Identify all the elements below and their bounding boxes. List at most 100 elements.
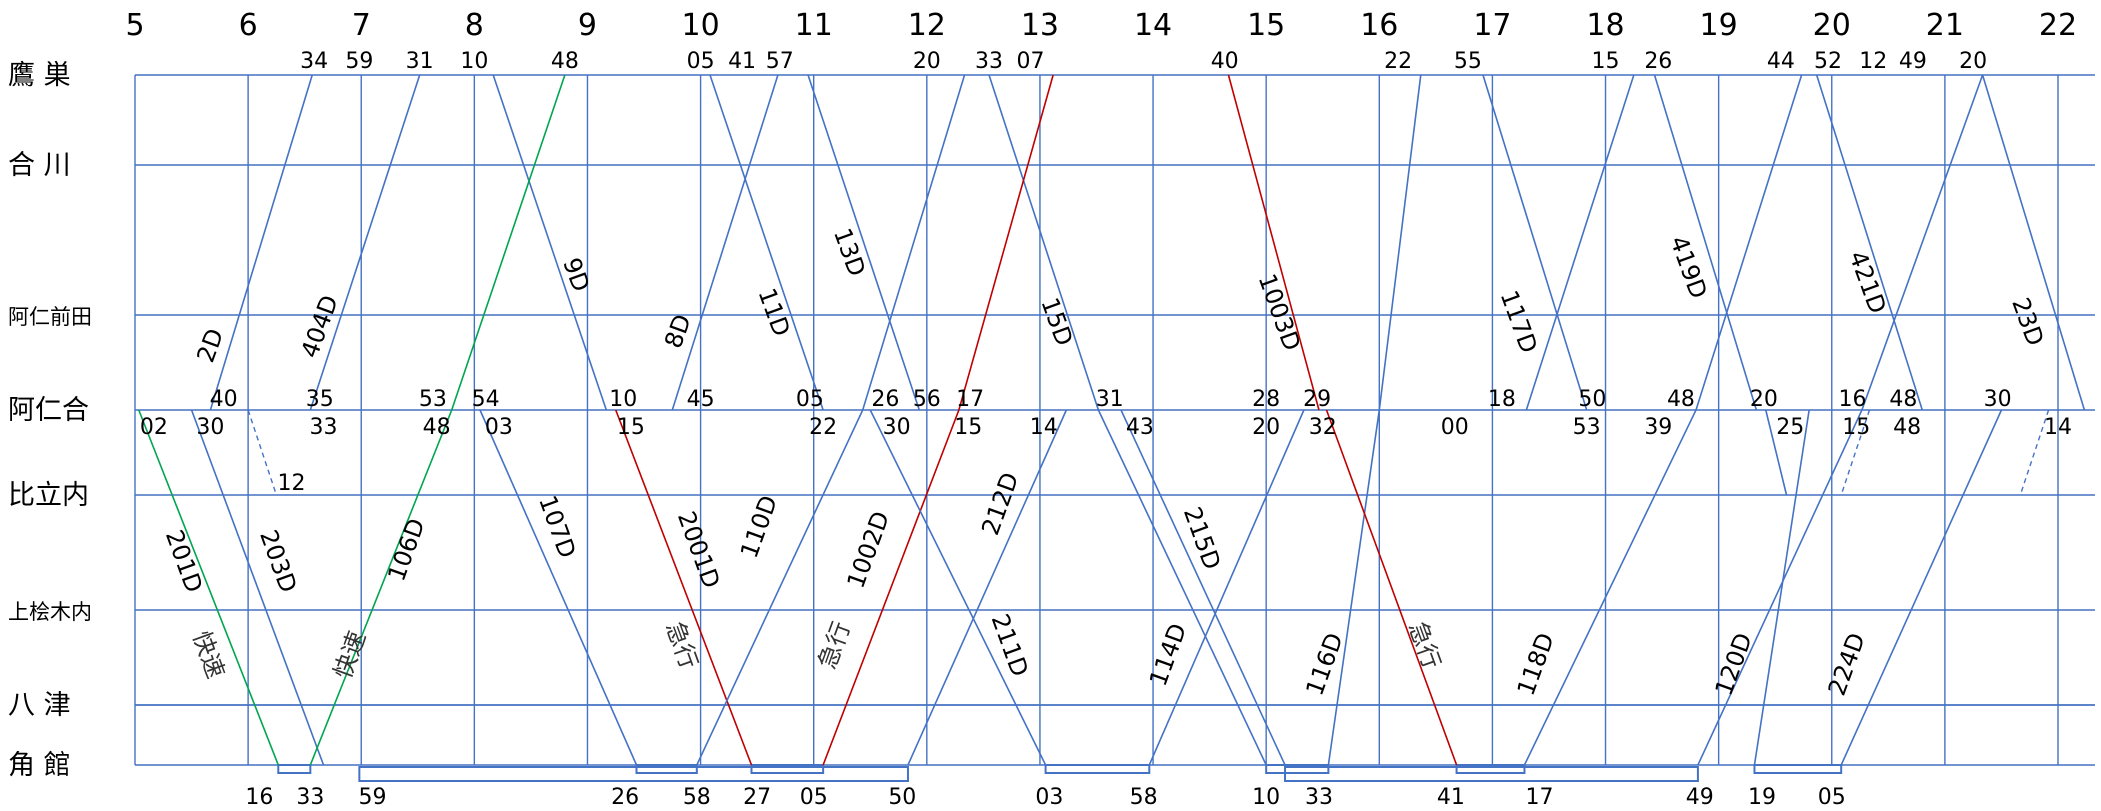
takanosu-minute-label: 10: [460, 49, 488, 74]
layover-bracket: [358, 766, 909, 782]
train-name-label: 15D: [1035, 294, 1078, 350]
hour-label: 17: [1473, 8, 1511, 43]
hour-label: 10: [681, 8, 719, 43]
aniai-departure-minute-label: 25: [1776, 415, 1804, 440]
aniai-departure-minute-label: 15: [954, 415, 982, 440]
train-line: [1840, 409, 2003, 766]
aniai-arrival-minute-label: 53: [419, 387, 447, 412]
kakunodate-minute-label: 59: [359, 785, 387, 810]
train-line: [1753, 409, 1810, 766]
takanosu-minute-label: 40: [1211, 49, 1239, 74]
train-name-label: 13D: [828, 224, 871, 280]
train-name-label: 11D: [753, 284, 796, 340]
hour-label: 9: [578, 8, 597, 43]
aniai-departure-minute-label: 48: [1893, 415, 1921, 440]
takanosu-minute-label: 26: [1644, 49, 1672, 74]
train-line: [615, 409, 753, 766]
kakunodate-minute-label: 27: [743, 785, 771, 810]
hour-label: 12: [908, 8, 946, 43]
aniai-arrival-minute-label: 26: [871, 387, 899, 412]
aniai-arrival-minute-label: 20: [1750, 387, 1778, 412]
aniai-departure-minute-label: 33: [310, 415, 338, 440]
kakunodate-minute-label: 33: [296, 785, 324, 810]
aniai-departure-minute-label: 43: [1126, 415, 1154, 440]
layover-brackets: [277, 764, 1843, 782]
station-label: 阿仁合: [8, 395, 89, 426]
takanosu-minute-label: 20: [913, 49, 941, 74]
hour-label: 13: [1021, 8, 1059, 43]
takanosu-minute-label: 15: [1592, 49, 1620, 74]
hour-label: 5: [125, 8, 144, 43]
hitachinai-minute-label: 12: [277, 471, 305, 496]
takanosu-minute-label: 22: [1384, 49, 1412, 74]
takanosu-minute-label: 59: [345, 49, 373, 74]
service-type-label: 急行: [813, 618, 856, 673]
kakunodate-minute-label: 03: [1035, 785, 1063, 810]
train-name-label: 116D: [1300, 629, 1348, 699]
hour-label: 7: [352, 8, 371, 43]
takanosu-minute-label: 49: [1899, 49, 1927, 74]
takanosu-minute-label: 20: [1959, 49, 1987, 74]
service-type-label: 急行: [1403, 618, 1446, 673]
train-name-label: 212D: [976, 469, 1024, 539]
train-name-label: 118D: [1512, 629, 1560, 699]
layover-bracket: [1044, 764, 1151, 774]
train-line: [492, 74, 608, 411]
aniai-departure-minute-label: 00: [1441, 415, 1469, 440]
train-line: [1697, 74, 1984, 766]
train-lines: [138, 74, 2086, 766]
aniai-departure-minute-label: 20: [1252, 415, 1280, 440]
aniai-arrival-minute-label: 16: [1839, 387, 1867, 412]
train-line: [988, 74, 1100, 411]
hour-label: 14: [1134, 8, 1172, 43]
train-name-label: 106D: [382, 515, 430, 585]
train-name-label: 421D: [1843, 247, 1891, 317]
dashed-connection: [1840, 409, 1871, 496]
station-label: 上桧木内: [8, 600, 92, 624]
station-label: 鷹 巣: [8, 60, 71, 91]
kakunodate-minute-label: 16: [245, 785, 273, 810]
train-line: [1981, 74, 2086, 411]
train-name-label: 107D: [533, 492, 581, 562]
kakunodate-minute-label: 05: [1818, 785, 1846, 810]
train-line: [1327, 74, 1422, 766]
train-line: [1227, 74, 1320, 411]
aniai-arrival-minute-label: 17: [956, 387, 984, 412]
aniai-arrival-minute-label: 10: [609, 387, 637, 412]
aniai-arrival-minute-label: 48: [1667, 387, 1695, 412]
train-line: [309, 74, 421, 411]
aniai-departure-minute-label: 39: [1644, 415, 1672, 440]
station-label: 比立内: [8, 480, 89, 511]
kakunodate-minute-label: 33: [1305, 785, 1333, 810]
hour-label: 8: [465, 8, 484, 43]
train-name-label: 404D: [296, 292, 344, 362]
train-name-label: 201D: [160, 526, 208, 596]
layover-bracket: [1753, 764, 1843, 774]
service-type-label: 快速: [329, 627, 372, 682]
aniai-arrival-minute-label: 45: [687, 387, 715, 412]
aniai-arrival-minute-label: 29: [1303, 387, 1331, 412]
aniai-departure-minute-label: 48: [423, 415, 451, 440]
train-name-label: 117D: [1495, 287, 1543, 357]
aniai-departure-minute-label: 22: [809, 415, 837, 440]
train-line: [1653, 74, 1758, 411]
kakunodate-minute-label: 50: [888, 785, 916, 810]
layover-bracket: [1284, 766, 1699, 782]
train-line: [1523, 74, 1803, 766]
takanosu-minute-label: 52: [1814, 49, 1842, 74]
takanosu-minute-label: 33: [975, 49, 1003, 74]
takanosu-minute-label: 05: [687, 49, 715, 74]
takanosu-minute-label: 12: [1859, 49, 1887, 74]
train-line: [807, 74, 921, 411]
station-label: 八 津: [8, 690, 71, 721]
hour-label: 16: [1360, 8, 1398, 43]
aniai-arrival-minute-label: 40: [210, 387, 238, 412]
grid: [134, 74, 2095, 766]
train-line: [138, 409, 280, 766]
aniai-arrival-minute-label: 05: [796, 387, 824, 412]
aniai-departure-minute-label: 02: [140, 415, 168, 440]
kakunodate-minute-label: 05: [800, 785, 828, 810]
aniai-departure-minute-label: 30: [883, 415, 911, 440]
aniai-departure-minute-label: 14: [2044, 415, 2072, 440]
takanosu-minute-label: 34: [300, 49, 328, 74]
